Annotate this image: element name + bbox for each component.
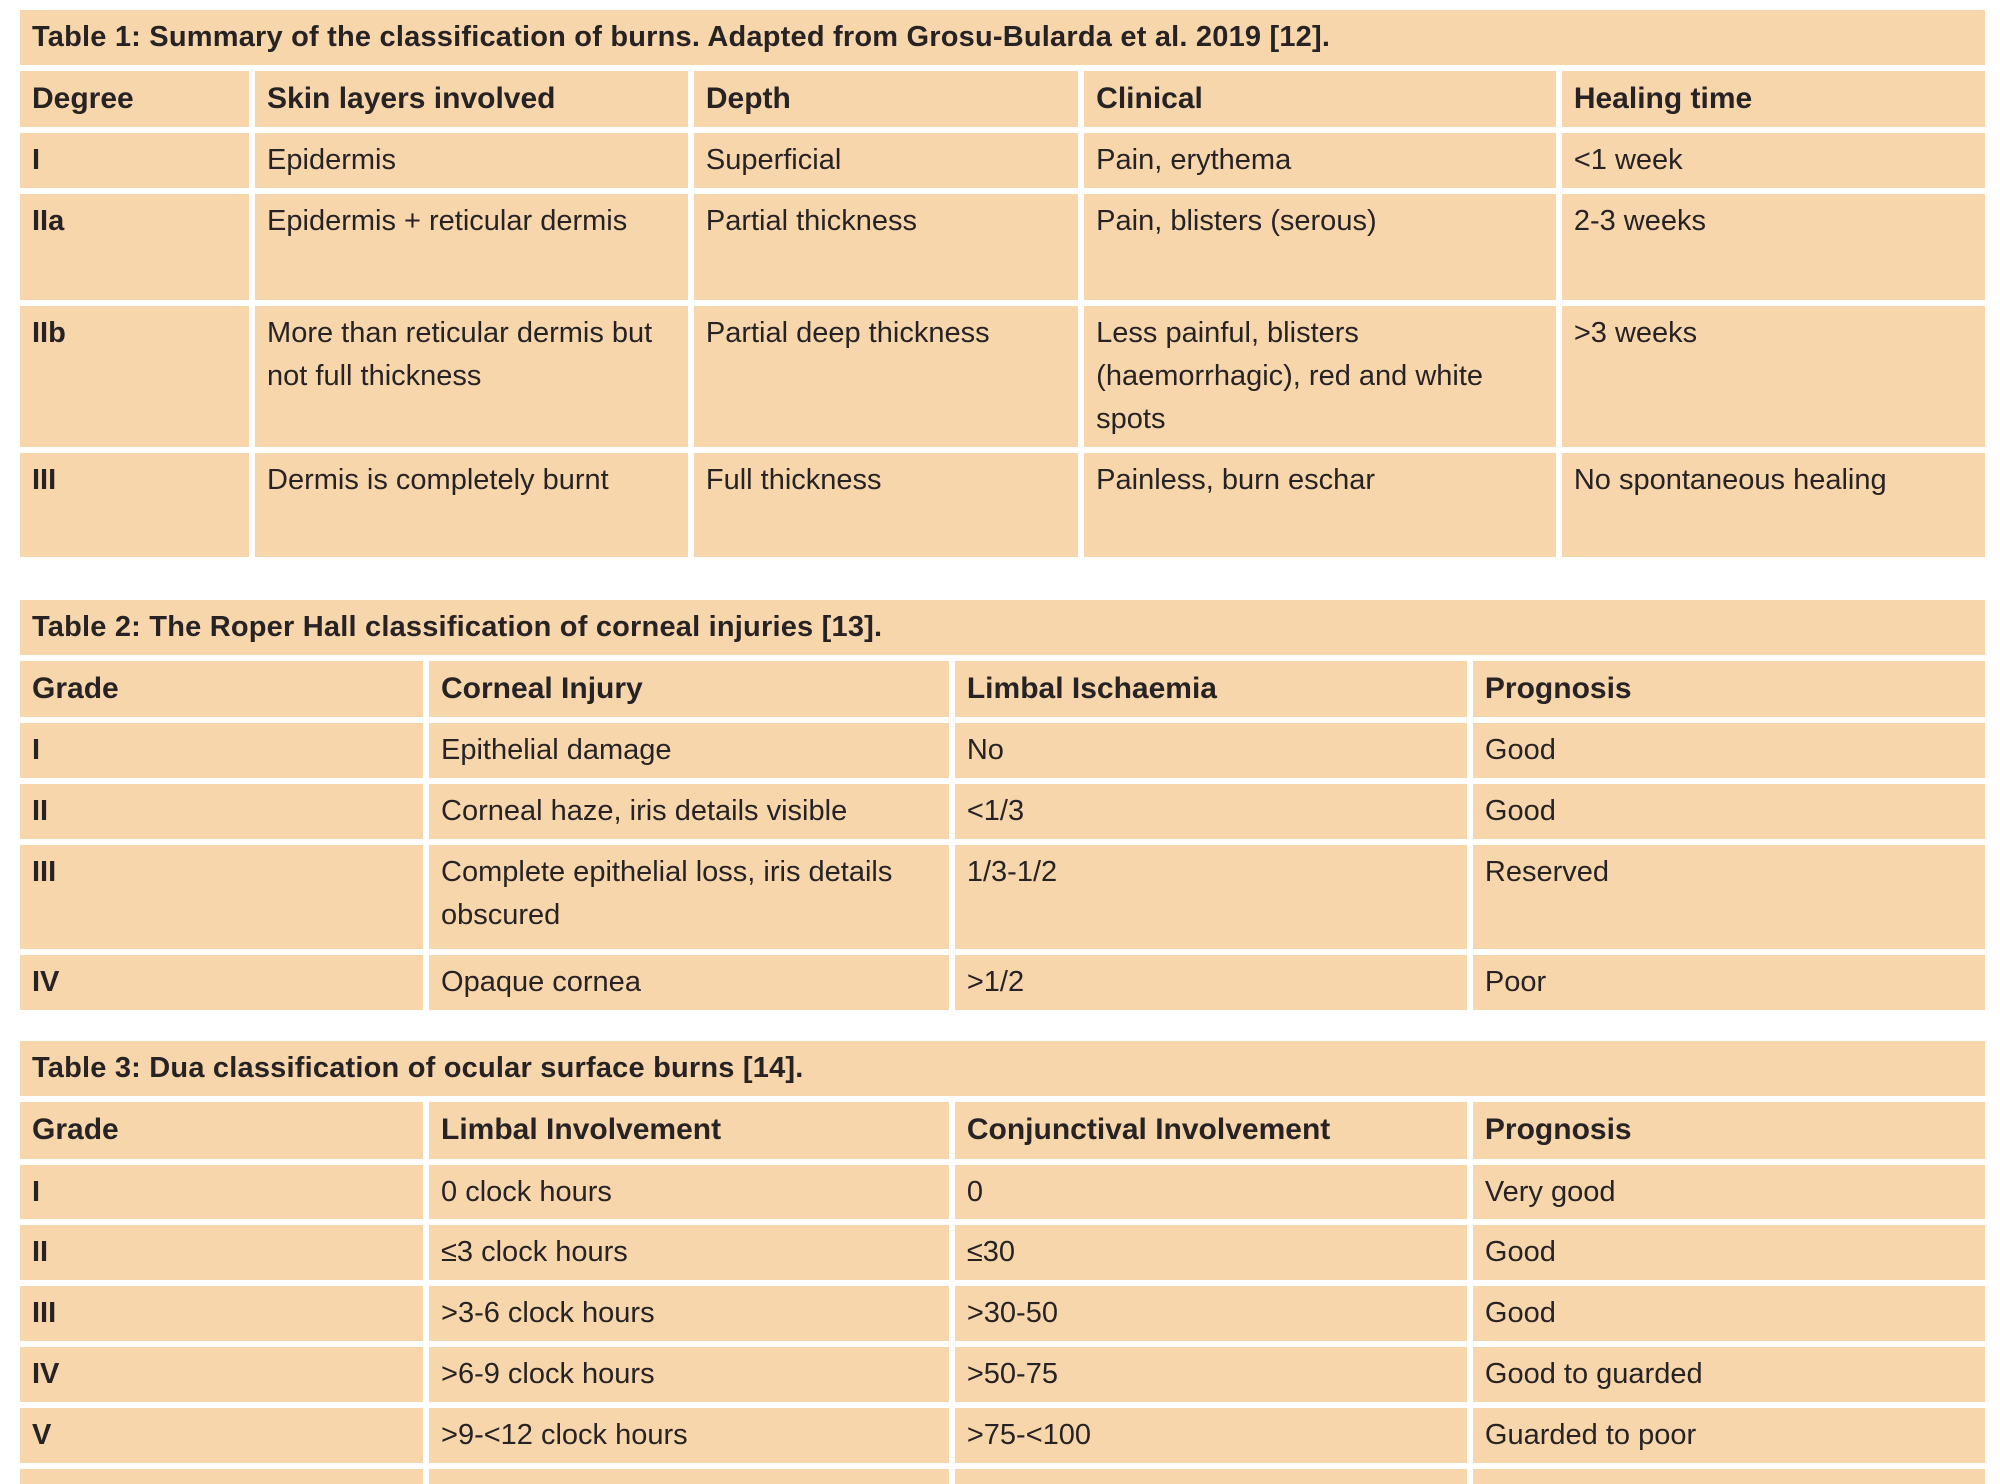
cell: Pain, erythema [1084, 133, 1556, 189]
cell-grade: II [20, 1225, 424, 1281]
cell-grade: III [20, 845, 424, 950]
cell: More than reticular dermis but not full … [255, 306, 688, 447]
column-header: Limbal Involvement [429, 1102, 949, 1159]
cell: 0 [954, 1164, 1467, 1220]
cell: Reserved [1472, 845, 1985, 950]
column-header: Prognosis [1472, 660, 1985, 718]
cell-grade: II [20, 784, 424, 840]
cell: No spontaneous healing [1561, 452, 1985, 557]
cell: ≤30 [954, 1225, 1467, 1281]
cell: Very good [1472, 1164, 1985, 1220]
column-header: Depth [693, 70, 1079, 128]
cell: >6-9 clock hours [429, 1347, 949, 1403]
table-3-dua-classification: Table 3: Dua classification of ocular su… [14, 1035, 1991, 1484]
cell: >1/2 [954, 955, 1467, 1011]
cell: Good [1472, 1286, 1985, 1342]
table-2-title: Table 2: The Roper Hall classification o… [20, 599, 1985, 655]
cell: >50-75 [954, 1347, 1467, 1403]
cell: 1/3-1/2 [954, 845, 1467, 950]
cell-grade: VI [20, 1469, 424, 1484]
cell: Superficial [693, 133, 1079, 189]
cell: 0 clock hours [429, 1164, 949, 1220]
column-header: Limbal Ischaemia [954, 660, 1467, 718]
cell: 12 clock hours [429, 1469, 949, 1484]
cell: Less painful, blisters (haemorrhagic), r… [1084, 306, 1556, 447]
table-gap [14, 563, 1991, 594]
table-row: III Complete epithelial loss, iris detai… [20, 845, 1985, 950]
table-row: I Epidermis Superficial Pain, erythema <… [20, 133, 1985, 189]
table-row: IV Opaque cornea >1/2 Poor [20, 955, 1985, 1011]
cell: <1/3 [954, 784, 1467, 840]
cell-grade: I [20, 723, 424, 779]
table-row: I Epithelial damage No Good [20, 723, 1985, 779]
cell: Epidermis + reticular dermis [255, 194, 688, 301]
column-header: Degree [20, 70, 250, 128]
column-header: Skin layers involved [255, 70, 688, 128]
cell-degree: I [20, 133, 250, 189]
table-row: IV >6-9 clock hours >50-75 Good to guard… [20, 1347, 1985, 1403]
cell: Epithelial damage [429, 723, 949, 779]
cell: >75-<100 [954, 1408, 1467, 1464]
cell: Poor [1472, 955, 1985, 1011]
table-row: II ≤3 clock hours ≤30 Good [20, 1225, 1985, 1281]
cell: Painless, burn eschar [1084, 452, 1556, 557]
cell: >30-50 [954, 1286, 1467, 1342]
cell: 2-3 weeks [1561, 194, 1985, 301]
cell: Pain, blisters (serous) [1084, 194, 1556, 301]
table-1-burn-classification: Table 1: Summary of the classification o… [14, 4, 1991, 563]
table-row: V >9-<12 clock hours >75-<100 Guarded to… [20, 1408, 1985, 1464]
table-1-header-row: Degree Skin layers involved Depth Clinic… [20, 70, 1985, 128]
cell: Partial thickness [693, 194, 1079, 301]
cell-grade: V [20, 1408, 424, 1464]
cell: No [954, 723, 1467, 779]
cell: >9-<12 clock hours [429, 1408, 949, 1464]
table-row: IIa Epidermis + reticular dermis Partial… [20, 194, 1985, 301]
cell: Total conjunctiva [954, 1469, 1467, 1484]
cell: >3-6 clock hours [429, 1286, 949, 1342]
table-row: IIb More than reticular dermis but not f… [20, 306, 1985, 447]
cell: Dermis is completely burnt [255, 452, 688, 557]
cell-degree: IIa [20, 194, 250, 301]
table-2-header-row: Grade Corneal Injury Limbal Ischaemia Pr… [20, 660, 1985, 718]
cell: Corneal haze, iris details visible [429, 784, 949, 840]
table-1-title: Table 1: Summary of the classification o… [20, 10, 1985, 65]
cell: Good to guarded [1472, 1347, 1985, 1403]
table-2-roper-hall-classification: Table 2: The Roper Hall classification o… [14, 594, 1991, 1016]
cell: Good [1472, 784, 1985, 840]
table-row: III Dermis is completely burnt Full thic… [20, 452, 1985, 557]
cell-degree: III [20, 452, 250, 557]
column-header: Prognosis [1472, 1102, 1985, 1159]
cell: ≤3 clock hours [429, 1225, 949, 1281]
column-header: Grade [20, 660, 424, 718]
cell: Epidermis [255, 133, 688, 189]
cell-grade: IV [20, 1347, 424, 1403]
table-3-header-row: Grade Limbal Involvement Conjunctival In… [20, 1102, 1985, 1159]
column-header: Conjunctival Involvement [954, 1102, 1467, 1159]
column-header: Corneal Injury [429, 660, 949, 718]
column-header: Clinical [1084, 70, 1556, 128]
cell-grade: I [20, 1164, 424, 1220]
cell: Very poor [1472, 1469, 1985, 1484]
column-header: Healing time [1561, 70, 1985, 128]
cell: Good [1472, 1225, 1985, 1281]
cell: <1 week [1561, 133, 1985, 189]
cell: Complete epithelial loss, iris details o… [429, 845, 949, 950]
cell: Guarded to poor [1472, 1408, 1985, 1464]
table-3-title: Table 3: Dua classification of ocular su… [20, 1041, 1985, 1097]
table-row: VI 12 clock hours Total conjunctiva Very… [20, 1469, 1985, 1484]
table-row: III >3-6 clock hours >30-50 Good [20, 1286, 1985, 1342]
cell: >3 weeks [1561, 306, 1985, 447]
column-header: Grade [20, 1102, 424, 1159]
cell-grade: IV [20, 955, 424, 1011]
cell: Full thickness [693, 452, 1079, 557]
cell: Good [1472, 723, 1985, 779]
cell: Opaque cornea [429, 955, 949, 1011]
cell-degree: IIb [20, 306, 250, 447]
table-gap [14, 1016, 1991, 1035]
table-row: II Corneal haze, iris details visible <1… [20, 784, 1985, 840]
table-row: I 0 clock hours 0 Very good [20, 1164, 1985, 1220]
cell-grade: III [20, 1286, 424, 1342]
cell: Partial deep thickness [693, 306, 1079, 447]
